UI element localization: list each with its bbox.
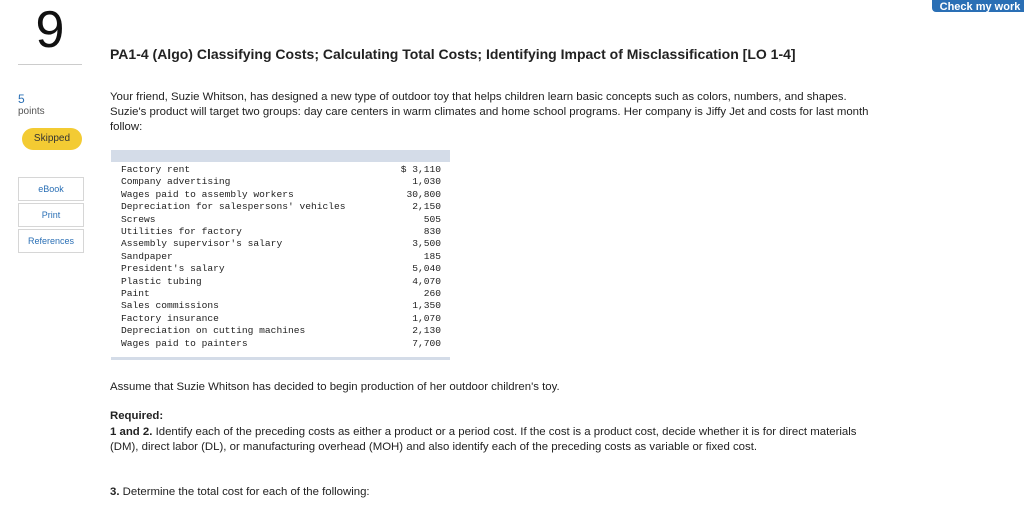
required-heading: Required:	[110, 410, 164, 422]
cost-amount: 1,030	[412, 176, 441, 188]
status-badge: Skipped	[22, 128, 82, 150]
table-row: Assembly supervisor's salary 3,500	[121, 238, 441, 250]
cost-amount: 5,040	[412, 263, 441, 275]
cost-item: Company advertising	[121, 176, 231, 188]
cost-item: President's salary	[121, 263, 225, 275]
cost-item: Sales commissions	[121, 300, 219, 312]
cost-table-container: Factory rent $ 3,110 Company advertising 1,…	[111, 150, 450, 360]
cost-amount: 2,150	[412, 201, 441, 213]
cost-amount: $ 3,110	[400, 164, 441, 175]
cost-amount: 185	[423, 250, 441, 262]
cost-item: Depreciation on cutting machines	[121, 325, 306, 337]
cost-item: Screws	[121, 213, 156, 225]
question-number: 9	[35, 1, 65, 59]
table-row: Company advertising 1,030	[121, 176, 441, 188]
cost-amount: 1,070	[412, 312, 441, 324]
table-row: Wages paid to assembly workers 30,800	[121, 189, 441, 201]
requirement-1-2-text: Identify each of the preceding costs as …	[110, 426, 857, 453]
table-row: Sales commissions 1,350	[121, 300, 441, 312]
cost-item: Plastic tubing	[121, 275, 202, 287]
table-row: Wages paid to painters 7,700	[121, 338, 441, 350]
cost-amount: 3,500	[412, 238, 441, 250]
side-links: eBook Print References	[18, 177, 84, 255]
ebook-link[interactable]: eBook	[18, 177, 84, 201]
points-label: points	[18, 106, 45, 117]
cost-amount: 30,800	[406, 188, 441, 200]
requirement-1-2: 1 and 2. Identify each of the preceding …	[110, 425, 882, 455]
cost-item: Utilities for factory	[121, 226, 242, 238]
cost-amount: 830	[423, 226, 441, 238]
intro-text: Your friend, Suzie Whitson, has designed…	[110, 91, 869, 133]
requirement-3: 3. Determine the total cost for each of …	[110, 485, 882, 500]
table-row: Plastic tubing 4,070	[121, 276, 441, 288]
requirement-3-label: 3.	[110, 486, 120, 498]
cost-table: Factory rent $ 3,110 Company advertising 1,…	[121, 164, 441, 350]
cost-item: Factory insurance	[121, 312, 219, 324]
table-row: Depreciation on cutting machines 2,130	[121, 325, 441, 337]
table-row: Factory insurance 1,070	[121, 313, 441, 325]
table-row: Depreciation for salespersons' vehicles 2…	[121, 201, 441, 213]
table-row: Paint 260	[121, 288, 441, 300]
cost-item: Wages paid to painters	[121, 337, 248, 349]
cost-amount: 1,350	[412, 300, 441, 312]
cost-amount: 7,700	[412, 337, 441, 349]
print-link[interactable]: Print	[18, 203, 84, 227]
table-row: Screws 505	[121, 214, 441, 226]
cost-amount: 4,070	[412, 275, 441, 287]
references-link[interactable]: References	[18, 229, 84, 253]
check-my-work-button[interactable]: Check my work	[932, 0, 1024, 12]
requirement-3-text: Determine the total cost for each of the…	[122, 486, 370, 498]
table-row: Factory rent $ 3,110	[121, 164, 441, 176]
cost-amount: 260	[423, 288, 441, 300]
table-row: Utilities for factory 830	[121, 226, 441, 238]
question-title: PA1-4 (Algo) Classifying Costs; Calculat…	[110, 46, 796, 62]
cost-item: Sandpaper	[121, 250, 173, 262]
points-value: 5	[18, 92, 25, 106]
cost-item: Paint	[121, 288, 150, 300]
requirement-1-2-label: 1 and 2.	[110, 426, 153, 438]
table-row: President's salary 5,040	[121, 263, 441, 275]
cost-amount: 505	[423, 213, 441, 225]
cost-item: Assembly supervisor's salary	[121, 238, 283, 250]
assumption-text: Assume that Suzie Whitson has decided to…	[110, 381, 560, 393]
cost-item: Factory rent	[121, 164, 191, 175]
cost-amount: 2,130	[412, 325, 441, 337]
cost-item: Depreciation for salespersons' vehicles	[121, 201, 346, 213]
cost-item: Wages paid to assembly workers	[121, 188, 294, 200]
table-row: Sandpaper 185	[121, 251, 441, 263]
divider	[18, 64, 82, 65]
